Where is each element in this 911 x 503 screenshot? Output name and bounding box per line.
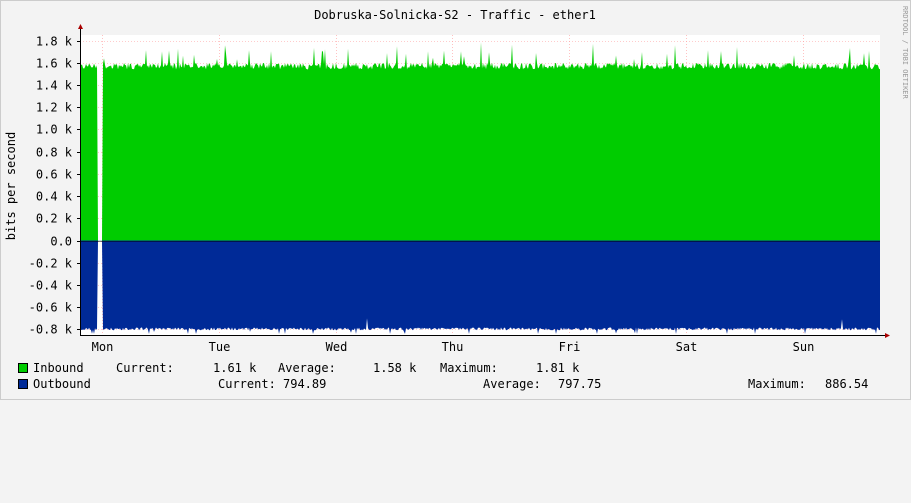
outbound-average-value: 797.75 bbox=[558, 377, 602, 391]
watermark: RRDTOOL / TOBI OETIKER bbox=[901, 6, 909, 100]
y-tick-label: 0.2 k bbox=[36, 212, 73, 226]
data-areas bbox=[80, 42, 880, 334]
y-tick-label: -0.8 k bbox=[29, 323, 73, 337]
outbound-average-label: Average: bbox=[483, 377, 541, 391]
series-outbound-area bbox=[80, 240, 880, 334]
inbound-current-label: Current: bbox=[116, 361, 174, 375]
y-tick-label: 1.0 k bbox=[36, 123, 73, 137]
y-axis-arrow bbox=[78, 24, 83, 29]
legend-inbound: Inbound Current: 1.61 k Average: 1.58 k … bbox=[18, 361, 908, 375]
inbound-name: Inbound bbox=[33, 361, 84, 375]
y-tick-label: 0.6 k bbox=[36, 168, 73, 182]
y-tick-label: 0.4 k bbox=[36, 190, 73, 204]
y-tick-label: 0.8 k bbox=[36, 146, 73, 160]
inbound-average-label: Average: bbox=[278, 361, 336, 375]
x-tick-labels: Mon Tue Wed Thu Fri Sat Sun bbox=[92, 340, 815, 354]
axes bbox=[77, 24, 890, 338]
inbound-swatch bbox=[18, 363, 28, 373]
y-tick-labels: 1.8 k 1.6 k 1.4 k 1.2 k 1.0 k 0.8 k 0.6 k 0.4 k… bbox=[29, 35, 73, 337]
outbound-maximum-value: 886.54 bbox=[825, 377, 869, 391]
inbound-maximum-label: Maximum: bbox=[440, 361, 498, 375]
outbound-name: Outbound bbox=[33, 377, 91, 391]
inbound-current-value: 1.61 k bbox=[213, 361, 257, 375]
traffic-chart: 1.8 k 1.6 k 1.4 k 1.2 k 1.0 k 0.8 k 0.6 k 0.4 k… bbox=[0, 0, 911, 400]
legend-outbound: Outbound Current: 794.89 Average: 797.75… bbox=[18, 377, 908, 391]
y-axis-label: bits per second bbox=[4, 132, 18, 240]
y-tick-label: 1.2 k bbox=[36, 101, 73, 115]
outbound-swatch bbox=[18, 379, 28, 389]
y-tick-label: 1.6 k bbox=[36, 57, 73, 71]
x-tick-label: Sun bbox=[793, 340, 815, 354]
x-tick-label: Sat bbox=[676, 340, 698, 354]
outbound-current-value: 794.89 bbox=[283, 377, 327, 391]
outbound-current-label: Current: bbox=[218, 377, 276, 391]
x-tick-label: Tue bbox=[209, 340, 231, 354]
outbound-maximum-label: Maximum: bbox=[748, 377, 806, 391]
y-tick-label: 1.8 k bbox=[36, 35, 73, 49]
x-tick-label: Fri bbox=[559, 340, 581, 354]
series-inbound-area bbox=[80, 42, 880, 241]
x-tick-label: Wed bbox=[326, 340, 348, 354]
y-tick-label: 0.0 bbox=[50, 235, 72, 249]
y-tick-label: -0.4 k bbox=[29, 279, 73, 293]
chart-title: Dobruska-Solnicka-S2 - Traffic - ether1 bbox=[314, 8, 596, 22]
inbound-average-value: 1.58 k bbox=[373, 361, 417, 375]
x-tick-label: Thu bbox=[442, 340, 464, 354]
inbound-maximum-value: 1.81 k bbox=[536, 361, 580, 375]
y-tick-label: 1.4 k bbox=[36, 79, 73, 93]
y-tick-label: -0.6 k bbox=[29, 301, 73, 315]
y-tick-label: -0.2 k bbox=[29, 257, 73, 271]
x-axis-arrow bbox=[885, 333, 890, 338]
x-tick-label: Mon bbox=[92, 340, 114, 354]
